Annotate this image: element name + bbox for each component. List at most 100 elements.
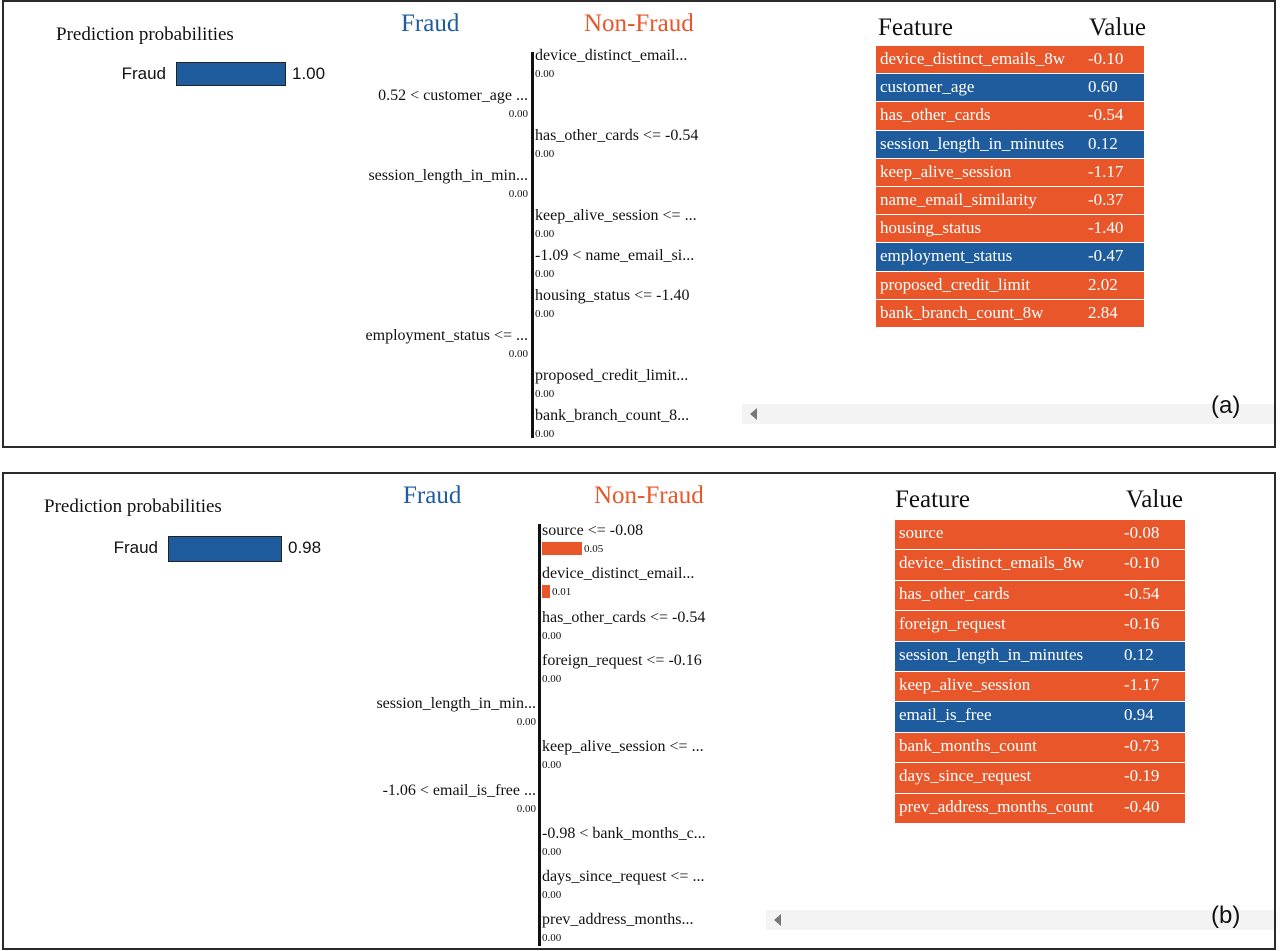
- table-cell-value: -0.08: [1124, 523, 1160, 542]
- class-header-nonfraud: Non-Fraud: [584, 10, 694, 37]
- table-cell-feature: session_length_in_minutes: [899, 644, 1084, 664]
- table-row: device_distinct_emails_8w -0.10: [895, 550, 1185, 580]
- table-cell-feature: proposed_credit_limit: [880, 274, 1031, 294]
- prediction-title: Prediction probabilities: [56, 24, 234, 45]
- horizontal-scrollbar[interactable]: [766, 910, 1274, 930]
- table-cell-value: -0.10: [1124, 553, 1160, 573]
- table-row: has_other_cards -0.54: [876, 102, 1144, 130]
- table-cell-value: -0.37: [1088, 190, 1124, 209]
- table-row: session_length_in_minutes 0.12: [895, 641, 1185, 671]
- table-row: customer_age 0.60: [876, 74, 1144, 102]
- table-cell-value: -0.54: [1124, 583, 1160, 603]
- explanation-weight-value: 0.00: [508, 348, 528, 360]
- explanation-feature-label: session_length_in_min...: [376, 695, 536, 712]
- table-row: proposed_credit_limit 2.02: [876, 271, 1144, 299]
- explanation-feature-label: device_distinct_email...: [535, 47, 688, 64]
- table-cell-value: 0.60: [1088, 77, 1118, 97]
- table-cell-value: -0.40: [1124, 796, 1160, 816]
- explanation-feature-label: prev_address_months...: [542, 911, 694, 928]
- table-cell-value: 2.02: [1088, 274, 1118, 294]
- scroll-left-arrow-icon[interactable]: [774, 914, 781, 926]
- explanation-feature-label: -0.98 < bank_months_c...: [542, 825, 706, 842]
- explanation-weight-value: 0.00: [542, 630, 562, 642]
- explanation-weight-value: 0.00: [535, 68, 555, 80]
- table-cell-feature: customer_age: [880, 77, 975, 97]
- table-row: has_other_cards -0.54: [895, 580, 1185, 611]
- table-cell-feature: keep_alive_session: [880, 161, 1012, 181]
- table-cell-feature: foreign_request: [899, 614, 1006, 634]
- table-cell-feature: name_email_similarity: [880, 190, 1037, 209]
- table-header-feature: Feature: [895, 486, 970, 513]
- table-cell-feature: source: [899, 523, 944, 542]
- class-header-nonfraud: Non-Fraud: [594, 482, 704, 509]
- class-header-fraud: Fraud: [401, 10, 460, 37]
- explanation-feature-label: housing_status <= -1.40: [535, 287, 690, 304]
- explanation-weight-value: 0.05: [584, 543, 604, 555]
- table-row: days_since_request -0.19: [895, 763, 1185, 793]
- table-cell-value: -1.17: [1088, 161, 1124, 181]
- table-row: employment_status -0.47: [876, 243, 1144, 271]
- table-cell-value: -1.17: [1124, 675, 1160, 694]
- table-cell-value: -0.10: [1088, 49, 1124, 68]
- explanation-weight-value: 0.00: [542, 673, 562, 685]
- explanation-weight-value: 0.00: [542, 932, 562, 944]
- table-cell-value: 0.12: [1088, 133, 1118, 153]
- prediction-probability-value: 1.00: [292, 64, 326, 83]
- explanation-weight-value: 0.00: [516, 716, 536, 728]
- explanation-weight-value: 0.00: [535, 148, 555, 160]
- explanation-weight-value: 0.00: [508, 188, 528, 200]
- table-row: housing_status -1.40: [876, 215, 1144, 243]
- explanation-weight-bar: [542, 585, 550, 598]
- table-row: device_distinct_emails_8w -0.10: [876, 46, 1144, 74]
- table-header-feature: Feature: [878, 14, 953, 41]
- horizontal-scrollbar[interactable]: [742, 404, 1274, 424]
- table-cell-value: -0.47: [1088, 246, 1124, 266]
- explanation-feature-label: has_other_cards <= -0.54: [535, 127, 699, 144]
- table-row: name_email_similarity -0.37: [876, 187, 1144, 215]
- table-row: prev_address_months_count -0.40: [895, 793, 1185, 823]
- explanation-weight-value: 0.00: [542, 846, 562, 858]
- table-cell-feature: days_since_request: [899, 766, 1032, 786]
- lime-panel-b: Prediction probabilities Fraud 0.98 Fraud No…: [2, 472, 1276, 950]
- class-header-fraud: Fraud: [403, 482, 462, 509]
- explanation-weight-value: 0.01: [552, 586, 572, 598]
- prediction-probability-bar: [168, 536, 282, 562]
- explanation-feature-label: days_since_request <= ...: [542, 868, 705, 885]
- explanation-feature-label: has_other_cards <= -0.54: [542, 609, 706, 626]
- prediction-class-label: Fraud: [113, 538, 158, 557]
- explanation-feature-label: employment_status <= ...: [365, 327, 528, 344]
- explanation-feature-label: -1.09 < name_email_si...: [535, 247, 695, 264]
- explanation-feature-label: proposed_credit_limit...: [535, 367, 689, 384]
- table-cell-feature: keep_alive_session: [899, 675, 1031, 694]
- panel-label: (a): [1211, 392, 1241, 419]
- table-cell-feature: housing_status: [880, 218, 982, 238]
- table-cell-feature: prev_address_months_count: [899, 796, 1094, 816]
- table-row: keep_alive_session -1.17: [895, 672, 1185, 702]
- explanation-axis-line: [531, 52, 534, 438]
- table-cell-feature: has_other_cards: [899, 583, 1010, 603]
- explanation-feature-label: keep_alive_session <= ...: [535, 207, 697, 224]
- explanation-weight-value: 0.00: [535, 428, 555, 440]
- table-cell-value: -0.54: [1088, 105, 1124, 125]
- prediction-probability-bar: [176, 62, 286, 86]
- table-cell-value: -0.16: [1124, 614, 1160, 634]
- table-cell-feature: device_distinct_emails_8w: [880, 49, 1066, 68]
- table-cell-feature: has_other_cards: [880, 105, 991, 125]
- explanation-weight-value: 0.00: [542, 889, 562, 901]
- table-cell-feature: bank_months_count: [899, 735, 1037, 755]
- table-cell-value: 2.84: [1088, 302, 1118, 322]
- lime-panel-a: Prediction probabilities Fraud 1.00 Fraud No…: [2, 0, 1276, 448]
- explanation-feature-label: 0.52 < customer_age ...: [378, 87, 528, 104]
- table-cell-feature: employment_status: [880, 246, 1013, 266]
- prediction-title: Prediction probabilities: [44, 496, 222, 517]
- explanation-weight-value: 0.00: [535, 268, 555, 280]
- explanation-weight-value: 0.00: [508, 108, 528, 120]
- scroll-left-arrow-icon[interactable]: [750, 408, 757, 420]
- explanation-axis-line: [538, 524, 541, 946]
- table-cell-feature: email_is_free: [899, 705, 992, 725]
- explanation-feature-label: bank_branch_count_8...: [535, 407, 690, 424]
- table-header-value: Value: [1126, 486, 1183, 513]
- explanation-weight-value: 0.00: [516, 803, 536, 815]
- prediction-class-label: Fraud: [121, 64, 166, 83]
- table-row: bank_months_count -0.73: [895, 732, 1185, 763]
